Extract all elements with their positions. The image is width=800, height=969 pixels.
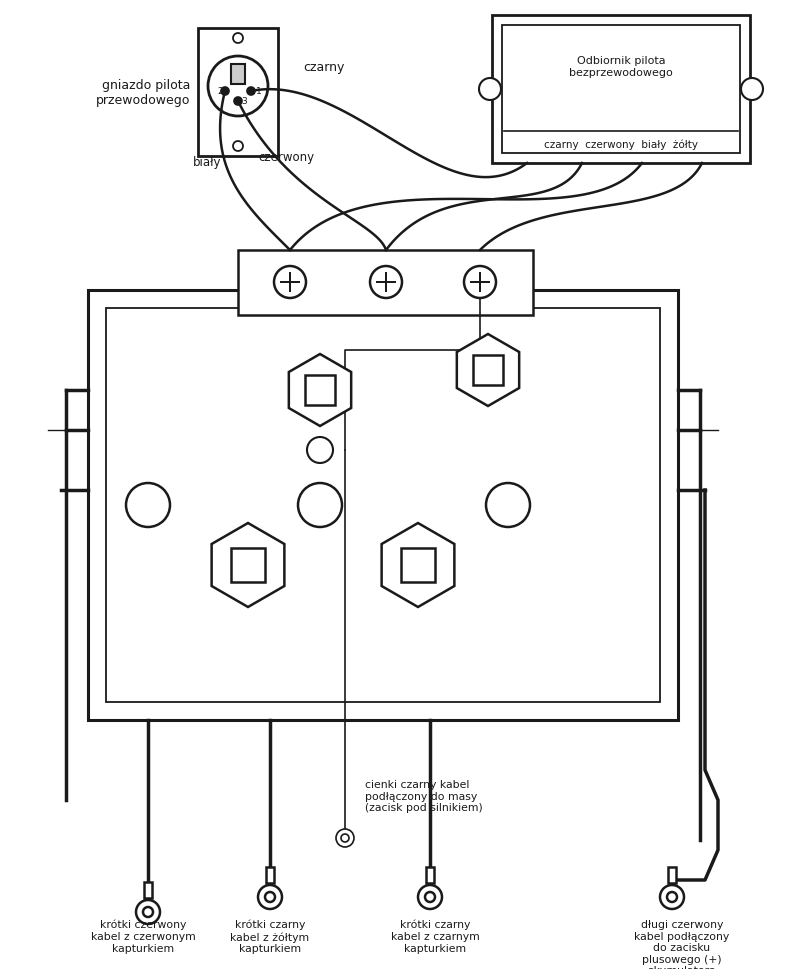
Bar (198, 28, 278, 156)
Circle shape (258, 885, 282, 909)
Circle shape (143, 907, 153, 917)
Circle shape (247, 87, 255, 95)
Bar (266, 867, 274, 883)
Circle shape (274, 266, 306, 298)
Text: Odbiornik pilota
bezprzewodowego: Odbiornik pilota bezprzewodowego (569, 56, 673, 78)
Circle shape (741, 78, 763, 100)
Bar (668, 867, 676, 883)
Bar (426, 867, 434, 883)
Text: gniazdo pilota
przewodowego: gniazdo pilota przewodowego (96, 79, 190, 107)
Circle shape (233, 33, 243, 43)
Text: 3: 3 (241, 97, 246, 106)
Circle shape (221, 87, 229, 95)
Circle shape (370, 266, 402, 298)
Circle shape (479, 78, 501, 100)
Polygon shape (212, 523, 284, 607)
Text: czarny  czerwony  biały  żółty: czarny czerwony biały żółty (544, 140, 698, 150)
Circle shape (265, 892, 275, 902)
Circle shape (464, 266, 496, 298)
Bar (106, 308, 660, 702)
Polygon shape (457, 334, 519, 406)
Text: cienki czarny kabel
podłączony do masy
(zacisk pod silnikiem): cienki czarny kabel podłączony do masy (… (365, 780, 482, 813)
Polygon shape (230, 547, 266, 582)
Text: krótki czarny
kabel z czarnym
kapturkiem: krótki czarny kabel z czarnym kapturkiem (390, 920, 479, 953)
Circle shape (234, 97, 242, 105)
Circle shape (233, 141, 243, 151)
Text: czerwony: czerwony (258, 151, 314, 164)
Text: krótki czerwony
kabel z czerwonym
kapturkiem: krótki czerwony kabel z czerwonym kaptur… (90, 920, 195, 953)
Polygon shape (474, 356, 502, 385)
Circle shape (208, 56, 268, 116)
Bar (502, 25, 740, 153)
Polygon shape (289, 354, 351, 426)
Circle shape (486, 483, 530, 527)
Bar (238, 250, 533, 315)
Circle shape (298, 483, 342, 527)
Bar (144, 882, 152, 898)
Circle shape (307, 437, 333, 463)
Text: długi czerwony
kabel podłączony
do zacisku
plusowego (+)
akumulatora: długi czerwony kabel podłączony do zacis… (634, 920, 730, 969)
Text: 2: 2 (217, 86, 222, 96)
Circle shape (136, 900, 160, 924)
Bar (492, 15, 750, 163)
Circle shape (667, 892, 677, 902)
Polygon shape (306, 375, 334, 405)
Text: czarny: czarny (303, 61, 344, 74)
Text: 1: 1 (256, 86, 262, 96)
Circle shape (336, 829, 354, 847)
Text: krótki czarny
kabel z żółtym
kapturkiem: krótki czarny kabel z żółtym kapturkiem (230, 920, 310, 954)
Polygon shape (401, 547, 435, 582)
Circle shape (341, 834, 349, 842)
Circle shape (425, 892, 435, 902)
Polygon shape (382, 523, 454, 607)
Bar (231, 64, 245, 84)
Circle shape (126, 483, 170, 527)
Bar (88, 290, 678, 720)
Text: biały: biały (193, 156, 222, 169)
Circle shape (660, 885, 684, 909)
Circle shape (418, 885, 442, 909)
